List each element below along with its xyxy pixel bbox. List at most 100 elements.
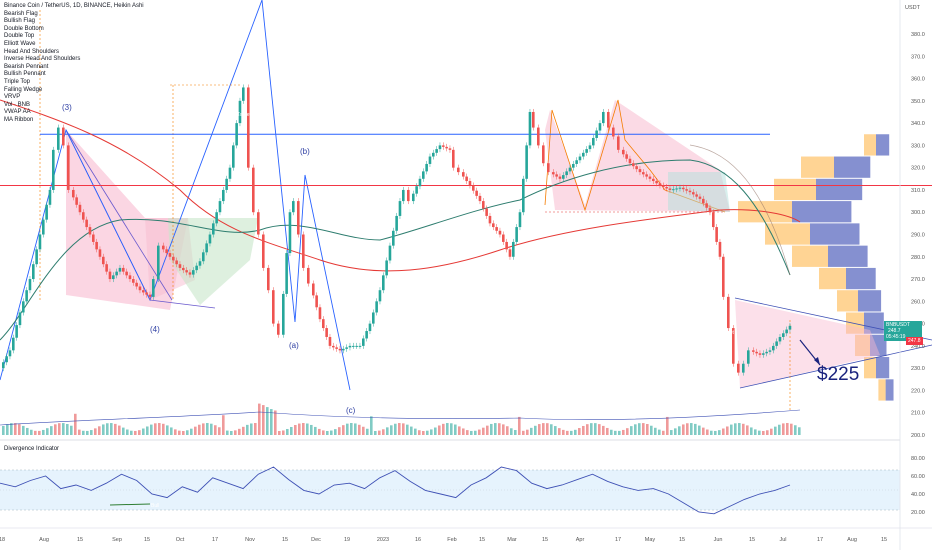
candle-body: [452, 149, 455, 168]
volume-bar: [106, 423, 109, 435]
candle-body: [247, 87, 250, 168]
candle-body: [558, 176, 562, 179]
candle-body: [125, 271, 128, 276]
volume-bar: [294, 425, 297, 435]
target-label-2: Target: [237, 112, 251, 118]
volume-bar: [178, 430, 181, 435]
legend-item[interactable]: Elliott Wave: [4, 40, 36, 47]
volume-bar: [226, 430, 229, 435]
legend-item[interactable]: Inverse Head And Shoulders: [4, 56, 81, 63]
legend-item[interactable]: Bullish Flag: [4, 18, 36, 25]
legend-item[interactable]: Vol · BNB: [4, 101, 31, 108]
volume-bar: [446, 423, 449, 435]
bottom-2-label: Bottom 2: [196, 319, 217, 325]
vp-bar-blue: [876, 134, 890, 156]
volume-bar: [78, 429, 81, 435]
volume-bar: [166, 425, 169, 435]
candle-body: [747, 350, 750, 364]
target-label-1: Target: [237, 73, 251, 79]
oscillator-title[interactable]: Divergence Indicator: [4, 446, 60, 452]
legend-item[interactable]: Triple Top: [4, 78, 31, 85]
volume-bar: [486, 425, 489, 435]
x-tick: 15: [479, 537, 485, 543]
legend-item[interactable]: Bearish Pennant: [4, 63, 49, 70]
candle-body: [232, 145, 235, 168]
legend-item[interactable]: MA Ribbon: [4, 116, 34, 123]
divergence-line: [0, 466, 791, 515]
x-tick: Aug: [39, 537, 49, 543]
volume-bar: [46, 428, 49, 435]
candle-body: [138, 286, 142, 291]
volume-bar: [298, 423, 301, 435]
legend-item[interactable]: Bearish Flag: [4, 10, 38, 17]
candle-body: [522, 178, 525, 213]
x-tick: Oct: [176, 537, 185, 543]
volume-bar: [42, 429, 45, 435]
secondary-price-tag: 247.8: [906, 337, 923, 345]
candle-body: [518, 212, 522, 228]
top-2-label: Top 2: [612, 83, 625, 89]
candle-body: [335, 347, 338, 349]
candle-body: [262, 234, 265, 268]
volume-bar: [506, 426, 509, 435]
legend-item[interactable]: VRVP: [4, 94, 21, 101]
volume-bar: [270, 409, 273, 435]
volume-bar: [542, 423, 545, 435]
candle-body: [277, 323, 280, 335]
vp-bar-blue: [792, 201, 852, 223]
candle-body: [235, 123, 238, 146]
volume-bar: [386, 427, 389, 435]
volume-bar: [466, 430, 469, 435]
candle-body: [625, 154, 628, 159]
volume-bar: [354, 423, 357, 435]
legend-item[interactable]: Bullish Pennant: [4, 71, 46, 78]
volume-bar: [74, 413, 77, 435]
volume-bar: [10, 423, 13, 435]
legend-item[interactable]: VWAP AA: [4, 109, 31, 116]
volume-bar: [598, 424, 601, 435]
candle-body: [22, 301, 25, 313]
volume-bar: [282, 430, 285, 435]
candle-body: [595, 130, 598, 138]
candle-body: [257, 212, 260, 235]
volume-bar: [770, 428, 773, 435]
candle-body: [28, 279, 32, 291]
candle-body: [15, 325, 18, 338]
candle-body: [418, 178, 422, 187]
volume-bar: [418, 430, 421, 435]
candle-body: [778, 336, 782, 342]
volume-bar: [670, 430, 673, 435]
volume-bar: [638, 423, 641, 435]
volume-bar: [774, 426, 777, 435]
candle-body: [135, 282, 138, 287]
candle-body: [755, 351, 758, 354]
x-tick: 17: [615, 537, 621, 543]
legend-item[interactable]: Double Bottom: [4, 25, 44, 32]
legend-item[interactable]: Double Top: [4, 33, 35, 40]
candle-body: [578, 156, 582, 161]
candle-body: [208, 234, 212, 244]
volume-bar: [790, 423, 793, 435]
candle-body: [782, 333, 785, 337]
volume-bar: [314, 426, 317, 435]
legend-item[interactable]: Head And Shoulders: [4, 48, 60, 55]
volume-bar: [174, 429, 177, 435]
volume-bar: [650, 425, 653, 435]
candle-body: [775, 341, 778, 346]
candle-body: [685, 189, 688, 191]
candle-body: [617, 136, 620, 150]
candle-body: [708, 207, 712, 213]
candle-body: [18, 312, 22, 326]
candle-body: [45, 204, 48, 220]
y-tick: 290.0: [911, 233, 925, 239]
candle-body: [457, 167, 460, 173]
candle-body: [375, 301, 378, 313]
legend-item[interactable]: Falling Wedge: [4, 86, 43, 93]
volume-bar: [254, 423, 257, 435]
x-tick: 15: [881, 537, 887, 543]
volume-bar: [98, 426, 101, 435]
volume-bars: [2, 403, 801, 435]
pattern-shapes: [0, 0, 932, 410]
candle-body: [772, 345, 775, 351]
